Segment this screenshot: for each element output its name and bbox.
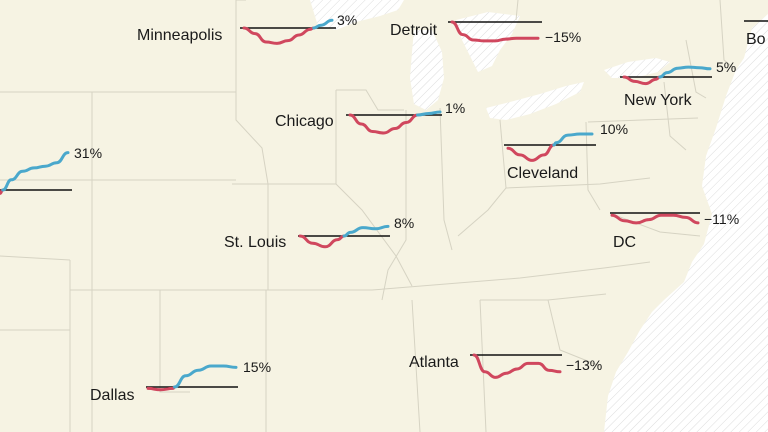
city-labels: Minneapolis 3% Detroit −15% Bo New York … [74,12,766,404]
sparkline-new-york-growth-1 [658,65,712,79]
sparkline-detroit-decline-0 [450,20,540,43]
change-label-cleveland: 10% [600,121,628,137]
change-label-west-city: 31% [74,145,102,161]
sparkline-st-louis-growth-1 [342,224,390,238]
city-label-dc: DC [613,234,636,251]
city-sparklines [0,18,768,392]
change-label-new-york: 5% [716,59,736,75]
change-label-dallas: 15% [243,359,271,375]
city-label-cleveland: Cleveland [507,165,578,182]
change-label-minneapolis: 3% [337,12,357,28]
sparkline-atlanta-decline-0 [472,353,562,379]
city-label-atlanta: Atlanta [409,354,459,371]
sparkline-chicago-growth-1 [416,110,442,117]
sparkline-cleveland-decline-0 [506,143,556,162]
change-label-dc: −11% [704,211,739,227]
lake-superior [310,0,404,30]
sparkline-minneapolis-growth-1 [312,18,334,30]
lake-ontario [604,58,670,78]
city-label-chicago: Chicago [275,113,334,130]
change-label-atlanta: −13% [566,357,602,373]
sparkline-dallas-growth-1 [173,364,238,389]
state-borders [0,0,737,432]
change-label-st-louis: 8% [394,215,414,231]
city-label-st-louis: St. Louis [224,234,286,251]
city-label-bo: Bo [746,31,766,48]
sparkline-chicago-decline-0 [348,113,420,135]
city-label-new-york: New York [624,92,693,109]
city-label-dallas: Dallas [90,387,134,404]
sparkline-new-york-decline-0 [622,75,662,86]
sparkline-dc-decline-0 [610,213,700,225]
sparkline-minneapolis-decline-0 [242,26,316,45]
lake-erie [486,82,584,120]
change-label-chicago: 1% [445,100,465,116]
change-label-detroit: −15% [545,29,581,45]
sparkline-cleveland-growth-1 [552,132,594,147]
sparkline-west-city-growth-1 [1,151,70,192]
city-label-minneapolis: Minneapolis [137,27,222,44]
lake-michigan [410,30,444,110]
sparkline-st-louis-decline-0 [298,234,346,249]
city-label-detroit: Detroit [390,22,438,39]
